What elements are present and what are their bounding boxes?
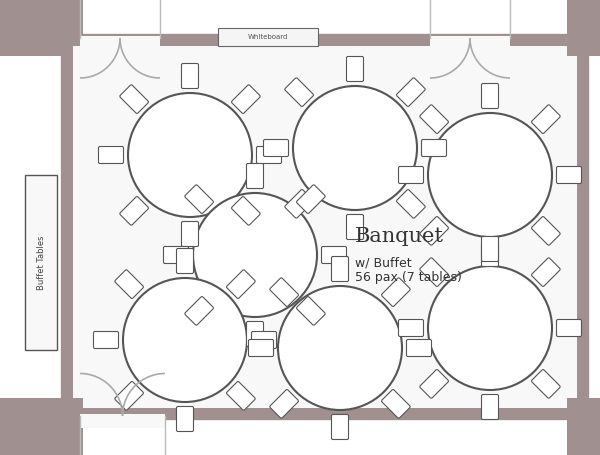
FancyBboxPatch shape [482, 242, 499, 267]
Bar [65, 408, 585, 418]
FancyBboxPatch shape [176, 248, 193, 273]
FancyBboxPatch shape [285, 190, 313, 218]
FancyBboxPatch shape [296, 297, 325, 325]
Text: Buffet Tables: Buffet Tables [37, 235, 46, 290]
Circle shape [293, 86, 417, 210]
Bar [0, 416, 65, 455]
Bar [0, 398, 83, 455]
FancyBboxPatch shape [331, 415, 349, 440]
FancyBboxPatch shape [420, 258, 448, 287]
FancyBboxPatch shape [482, 237, 499, 262]
Circle shape [193, 193, 317, 317]
Bar [0, 0, 83, 38]
Circle shape [278, 286, 402, 410]
FancyBboxPatch shape [420, 217, 448, 245]
FancyBboxPatch shape [347, 214, 364, 239]
FancyBboxPatch shape [382, 278, 410, 307]
FancyBboxPatch shape [98, 147, 124, 163]
FancyBboxPatch shape [248, 339, 274, 357]
Circle shape [128, 93, 252, 217]
Circle shape [428, 266, 552, 390]
FancyBboxPatch shape [296, 185, 325, 213]
FancyBboxPatch shape [263, 140, 289, 157]
Bar [218, 28, 318, 46]
Bar [25, 175, 57, 350]
FancyBboxPatch shape [347, 56, 364, 81]
FancyBboxPatch shape [420, 105, 448, 133]
FancyBboxPatch shape [482, 84, 499, 108]
FancyBboxPatch shape [322, 247, 347, 263]
FancyBboxPatch shape [257, 147, 281, 163]
FancyBboxPatch shape [176, 406, 193, 431]
FancyBboxPatch shape [557, 319, 581, 337]
FancyBboxPatch shape [120, 197, 148, 225]
FancyBboxPatch shape [397, 190, 425, 218]
FancyBboxPatch shape [270, 389, 298, 418]
FancyBboxPatch shape [407, 339, 431, 357]
Bar [567, 398, 600, 455]
FancyBboxPatch shape [532, 105, 560, 133]
Bar [65, 38, 585, 416]
FancyBboxPatch shape [232, 85, 260, 113]
Bar [0, 0, 65, 56]
FancyBboxPatch shape [227, 382, 255, 410]
FancyBboxPatch shape [532, 369, 560, 398]
Circle shape [123, 278, 247, 402]
FancyBboxPatch shape [251, 332, 277, 349]
FancyBboxPatch shape [382, 389, 410, 418]
FancyBboxPatch shape [532, 258, 560, 287]
Bar [65, 38, 585, 416]
FancyBboxPatch shape [247, 163, 263, 188]
Bar [80, 36, 160, 50]
FancyBboxPatch shape [115, 382, 143, 410]
FancyBboxPatch shape [398, 167, 424, 183]
Bar [65, 36, 585, 46]
Text: Banquet: Banquet [355, 228, 444, 247]
FancyBboxPatch shape [331, 257, 349, 282]
Bar [577, 38, 587, 416]
FancyBboxPatch shape [163, 247, 188, 263]
FancyBboxPatch shape [398, 319, 424, 337]
FancyBboxPatch shape [247, 322, 263, 347]
Bar [585, 0, 600, 38]
FancyBboxPatch shape [94, 332, 119, 349]
FancyBboxPatch shape [421, 140, 446, 157]
FancyBboxPatch shape [185, 185, 214, 213]
Circle shape [428, 113, 552, 237]
Bar [430, 36, 510, 50]
FancyBboxPatch shape [397, 78, 425, 106]
FancyBboxPatch shape [532, 217, 560, 245]
FancyBboxPatch shape [557, 167, 581, 183]
FancyBboxPatch shape [227, 270, 255, 298]
FancyBboxPatch shape [185, 297, 214, 325]
Bar [63, 38, 73, 416]
FancyBboxPatch shape [232, 197, 260, 225]
Bar [585, 416, 600, 455]
FancyBboxPatch shape [270, 278, 298, 307]
Bar [80, 414, 165, 428]
Bar [567, 0, 600, 56]
FancyBboxPatch shape [285, 78, 313, 106]
FancyBboxPatch shape [115, 270, 143, 298]
FancyBboxPatch shape [182, 222, 199, 247]
FancyBboxPatch shape [182, 64, 199, 89]
Text: w/ Buffet: w/ Buffet [355, 257, 412, 269]
FancyBboxPatch shape [120, 85, 148, 113]
Text: 56 pax (7 tables): 56 pax (7 tables) [355, 271, 462, 283]
FancyBboxPatch shape [420, 369, 448, 398]
FancyBboxPatch shape [482, 394, 499, 420]
Text: Whiteboard: Whiteboard [248, 34, 288, 40]
